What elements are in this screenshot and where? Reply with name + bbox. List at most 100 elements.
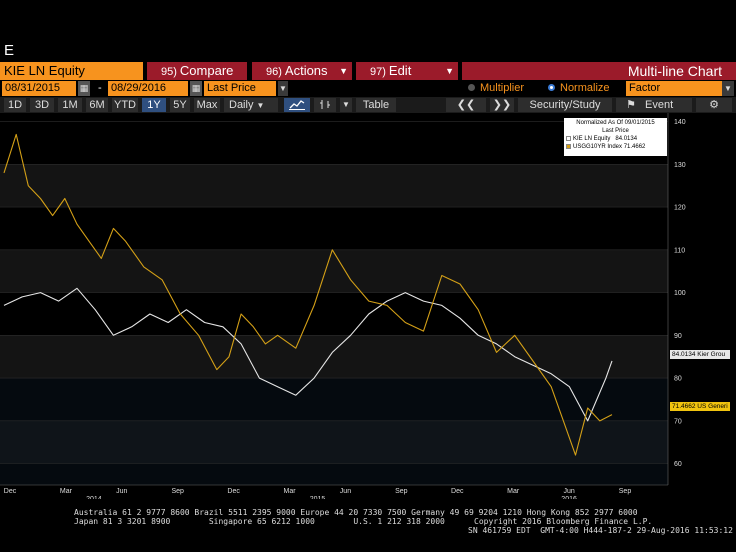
legend-value: 71.4662	[623, 144, 646, 150]
compare-button[interactable]: 95) Compare	[147, 62, 247, 80]
date-row: 08/31/2015 ▦ - 08/29/2016 ▦ Last Price ▼…	[0, 81, 736, 96]
chevron-down-icon: ▼	[445, 66, 454, 76]
year-label: 2016	[561, 496, 577, 499]
chevron-left-double-icon[interactable]: ❮❮	[446, 98, 486, 112]
chevron-down-icon: ▼	[256, 101, 265, 110]
chart-legend: Normalized As Of 09/01/2015 Last Price K…	[564, 118, 667, 156]
year-label: 2015	[310, 496, 326, 499]
compare-number: 95)	[161, 66, 177, 78]
legend-item-usgg[interactable]: USGG10YR Index 71.4662	[566, 143, 665, 151]
year-label: 2014	[86, 496, 102, 499]
end-date-input[interactable]: 08/29/2016	[108, 81, 188, 96]
compare-label: Compare	[179, 63, 234, 78]
footer-copyright: Copyright 2016 Bloomberg Finance L.P.	[474, 517, 653, 526]
x-tick-label: Jun	[116, 488, 127, 495]
series-line-usgg	[3, 133, 613, 456]
y-tick-label: 140	[674, 119, 686, 126]
x-tick-label: Jun	[563, 488, 574, 495]
calendar-icon[interactable]: ▦	[78, 81, 90, 96]
chevron-right-double-icon[interactable]: ❯❯	[490, 98, 514, 112]
event-label: Event	[645, 99, 674, 111]
x-tick-label: Jun	[340, 488, 351, 495]
chart-area: 60 70 80 90 100 110 120 130 140 Dec Mar Jun Sep Dec Ma…	[0, 113, 736, 499]
multiplier-radio[interactable]: Multiplier	[468, 81, 524, 96]
legend-item-kie[interactable]: KIE LN Equity 84.0134	[566, 135, 665, 143]
series-line-kie	[3, 287, 613, 422]
footer-session-info: SN 461759 EDT GMT-4:00 H444-187-2 29-Aug…	[468, 526, 733, 535]
toolbar: 1D 3D 1M 6M YTD 1Y 5Y Max Daily ▼ ▼ Tabl…	[0, 97, 736, 113]
footer-contacts-line1: Australia 61 2 9777 8600 Brazil 5511 239…	[74, 508, 638, 517]
page-title: Multi-line Chart	[462, 62, 736, 80]
x-tick-label: Dec	[227, 488, 240, 495]
last-value-tag-usgg: 71.4662 US Generi	[670, 402, 730, 411]
actions-label: Actions	[284, 63, 328, 78]
y-tick-label: 60	[674, 461, 682, 468]
x-tick-label: Mar	[507, 488, 520, 495]
period-5y-button[interactable]: 5Y	[170, 98, 190, 112]
y-tick-label: 120	[674, 205, 686, 212]
calendar-icon[interactable]: ▦	[190, 81, 202, 96]
period-1m-button[interactable]: 1M	[58, 98, 82, 112]
edit-label: Edit	[388, 63, 412, 78]
y-tick-label: 100	[674, 290, 686, 297]
legend-swatch-usgg	[566, 144, 571, 149]
y-tick-label: 80	[674, 376, 682, 383]
chevron-down-icon: ▼	[339, 66, 348, 76]
x-tick-label: Sep	[619, 488, 632, 495]
frequency-select[interactable]: Daily ▼	[224, 98, 278, 112]
window-label: E	[4, 42, 15, 59]
date-separator: -	[98, 82, 102, 94]
x-tick-label: Dec	[451, 488, 464, 495]
flag-icon: ⚑	[626, 99, 636, 111]
chart-band	[0, 378, 668, 485]
field-select[interactable]: Last Price	[204, 81, 276, 96]
radio-off-icon	[468, 84, 475, 91]
bar-chart-icon[interactable]	[314, 98, 336, 112]
legend-swatch-kie	[566, 136, 571, 141]
line-chart-icon[interactable]	[284, 98, 310, 112]
period-max-button[interactable]: Max	[194, 98, 220, 112]
x-tick-label: Mar	[60, 488, 73, 495]
legend-name: USGG10YR Index	[573, 144, 623, 150]
start-date-input[interactable]: 08/31/2015	[2, 81, 76, 96]
chevron-down-icon[interactable]: ▼	[278, 81, 288, 96]
gear-icon[interactable]: ⚙	[696, 98, 732, 112]
factor-select[interactable]: Factor	[626, 81, 722, 96]
last-value-tag-kie: 84.0134 Kier Grou	[670, 350, 730, 359]
legend-subheader: Last Price	[602, 128, 629, 134]
edit-number: 97)	[370, 66, 386, 78]
security-field[interactable]: KIE LN Equity	[0, 62, 143, 80]
radio-on-icon	[548, 84, 555, 91]
multiplier-label: Multiplier	[480, 82, 525, 94]
chevron-down-icon[interactable]: ▼	[340, 98, 352, 112]
period-ytd-button[interactable]: YTD	[112, 98, 138, 112]
actions-button[interactable]: 96) Actions ▼	[252, 62, 352, 80]
period-1d-button[interactable]: 1D	[4, 98, 26, 112]
y-tick-label: 130	[674, 162, 686, 169]
frequency-label: Daily	[229, 99, 254, 111]
actions-number: 96)	[266, 66, 282, 78]
table-button[interactable]: Table	[356, 98, 396, 112]
event-button[interactable]: ⚑ Event	[616, 98, 692, 112]
x-tick-label: Sep	[395, 488, 408, 495]
y-tick-label: 70	[674, 418, 682, 425]
period-3d-button[interactable]: 3D	[30, 98, 54, 112]
x-tick-label: Mar	[284, 488, 297, 495]
y-tick-label: 110	[674, 247, 685, 254]
x-tick-label: Sep	[171, 488, 184, 495]
edit-button[interactable]: 97) Edit ▼	[356, 62, 458, 80]
footer-contacts-line2: Japan 81 3 3201 8900 Singapore 65 6212 1…	[74, 517, 445, 526]
chart-band	[0, 335, 668, 379]
period-6m-button[interactable]: 6M	[86, 98, 108, 112]
chevron-down-icon[interactable]: ▼	[722, 81, 734, 96]
chart-band	[0, 164, 668, 208]
normalize-radio[interactable]: Normalize	[548, 81, 610, 96]
x-tick-label: Dec	[4, 488, 17, 495]
command-bar: KIE LN Equity 95) Compare 96) Actions ▼ 97…	[0, 62, 736, 80]
security-study-button[interactable]: Security/Study	[518, 98, 612, 112]
chart-band	[0, 249, 668, 293]
y-tick-label: 90	[674, 333, 682, 340]
legend-header: Normalized As Of 09/01/2015	[576, 120, 655, 126]
period-1y-button[interactable]: 1Y	[142, 98, 166, 112]
legend-value: 84.0134	[615, 136, 638, 142]
